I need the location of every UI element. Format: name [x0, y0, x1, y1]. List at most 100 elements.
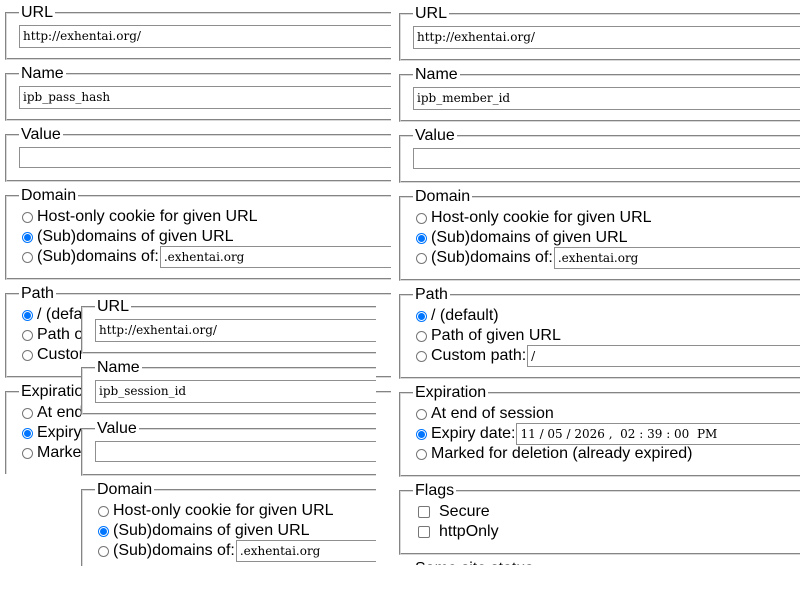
fieldset: Value	[399, 127, 800, 183]
textarea[interactable]	[95, 441, 376, 462]
text-input[interactable]: http://exhentai.org/	[413, 26, 800, 49]
option-row: Custom path: /	[415, 345, 800, 367]
option-label: Path of given URL	[431, 327, 561, 344]
option-label: / (default)	[431, 307, 499, 324]
fieldset: URL http://exhentai.org/	[399, 5, 800, 61]
fieldset: URL http://exhentai.org/	[5, 4, 391, 60]
option-row: (Sub)domains of given URL	[415, 228, 800, 248]
text-input[interactable]: .exhentai.org	[235, 540, 376, 562]
radio-button[interactable]	[22, 309, 33, 321]
cookie-panel-right: URL http://exhentai.org/Name ipb_member_id…	[399, 5, 800, 565]
option-row: Path of given URL	[415, 326, 800, 346]
fieldset-legend: Name	[97, 359, 140, 376]
text-input[interactable]: 11 / 05 / 2026 , 02 : 39 : 00 PM	[516, 423, 800, 445]
radio-button[interactable]	[416, 330, 427, 342]
fieldset-legend: Domain	[97, 481, 153, 498]
option-label: Custom path:	[431, 347, 527, 364]
radio-button[interactable]	[22, 427, 33, 439]
radio-button[interactable]	[416, 428, 427, 440]
radio-button[interactable]	[416, 212, 427, 224]
option-row: At end of session	[415, 404, 800, 424]
radio-button[interactable]	[416, 310, 427, 322]
option-row: (Sub)domains of given URL	[97, 521, 376, 541]
textarea[interactable]	[413, 148, 800, 169]
fieldset-legend: Path	[415, 286, 448, 303]
option-row: Secure	[415, 502, 800, 522]
option-row: Expiry date: 11 / 05 / 2026 , 02 : 39 : 0…	[415, 423, 800, 445]
fieldset: Domain Host-only cookie for given URL (Sub…	[399, 188, 800, 281]
text-input[interactable]: /	[527, 345, 800, 367]
radio-button[interactable]	[22, 329, 33, 341]
option-row: Host-only cookie for given URL	[97, 501, 376, 521]
fieldset: Name ipb_session_id	[81, 359, 376, 415]
radio-button[interactable]	[22, 251, 33, 263]
fieldset-legend: Value	[415, 127, 455, 144]
option-label: Secure	[439, 503, 490, 520]
option-label: Host-only cookie for given URL	[431, 209, 652, 226]
fieldset-legend: URL	[21, 4, 54, 21]
fieldset: URL http://exhentai.org/	[81, 298, 376, 354]
fieldset: Domain Host-only cookie for given URL (Sub…	[5, 187, 391, 280]
option-row: / (default)	[415, 306, 800, 326]
radio-button[interactable]	[22, 231, 33, 243]
option-row: Host-only cookie for given URL	[415, 208, 800, 228]
textarea[interactable]	[19, 147, 391, 168]
checkbox[interactable]	[418, 506, 430, 518]
text-input[interactable]: ipb_session_id	[95, 380, 376, 403]
option-label: (Sub)domains of given URL	[37, 228, 234, 245]
fieldset: Same site status	[399, 560, 800, 565]
radio-button[interactable]	[98, 505, 109, 517]
radio-button[interactable]	[416, 408, 427, 420]
option-label: (Sub)domains of given URL	[113, 522, 310, 539]
text-input[interactable]: .exhentai.org	[553, 247, 800, 269]
fieldset: Name ipb_pass_hash	[5, 65, 391, 121]
fieldset-legend: Domain	[415, 188, 471, 205]
fieldset-legend: Name	[21, 65, 64, 82]
fieldset-legend: Expiration	[415, 384, 487, 401]
option-row: Marked for deletion (already expired)	[415, 444, 800, 464]
option-label: (Sub)domains of:	[113, 542, 235, 559]
option-label: Marked for deletion (already expired)	[431, 445, 693, 462]
option-label: (Sub)domains of:	[431, 249, 553, 266]
fieldset-legend: Value	[21, 126, 61, 143]
radio-button[interactable]	[416, 252, 427, 264]
fieldset: Domain Host-only cookie for given URL (Sub…	[81, 481, 376, 566]
radio-button[interactable]	[22, 447, 33, 459]
fieldset-legend: Same site status	[413, 560, 535, 565]
radio-button[interactable]	[98, 545, 109, 557]
radio-button[interactable]	[22, 407, 33, 419]
fieldset-legend: URL	[97, 298, 130, 315]
fieldset: Value	[5, 126, 391, 182]
radio-button[interactable]	[416, 350, 427, 362]
option-row: Host-only cookie for given URL	[21, 207, 391, 227]
fieldset-legend: Domain	[21, 187, 77, 204]
radio-button[interactable]	[416, 448, 427, 460]
fieldset-legend: Name	[415, 66, 458, 83]
option-label: Expiry date:	[431, 425, 516, 442]
fieldset-legend: Flags	[415, 482, 455, 499]
option-label: At end of session	[431, 405, 554, 422]
option-label: Host-only cookie for given URL	[37, 208, 258, 225]
radio-button[interactable]	[416, 232, 427, 244]
radio-button[interactable]	[98, 525, 109, 537]
radio-button[interactable]	[22, 349, 33, 361]
option-label: Host-only cookie for given URL	[113, 502, 334, 519]
text-input[interactable]: http://exhentai.org/	[95, 319, 376, 342]
option-row: (Sub)domains of: .exhentai.org	[21, 246, 391, 268]
option-row: (Sub)domains of given URL	[21, 227, 391, 247]
text-input[interactable]: http://exhentai.org/	[19, 25, 391, 48]
fieldset-legend: URL	[415, 5, 448, 22]
fieldset-legend: Path	[21, 285, 54, 302]
option-row: httpOnly	[415, 522, 800, 542]
radio-button[interactable]	[22, 211, 33, 223]
fieldset: Expiration At end of session Expiry date: 1…	[399, 384, 800, 477]
text-input[interactable]: ipb_pass_hash	[19, 86, 391, 109]
fieldset: Flags Secure httpOnly	[399, 482, 800, 555]
text-input[interactable]: ipb_member_id	[413, 87, 800, 110]
checkbox[interactable]	[418, 526, 430, 538]
text-input[interactable]: .exhentai.org	[159, 246, 391, 268]
option-row: (Sub)domains of: .exhentai.org	[97, 540, 376, 562]
